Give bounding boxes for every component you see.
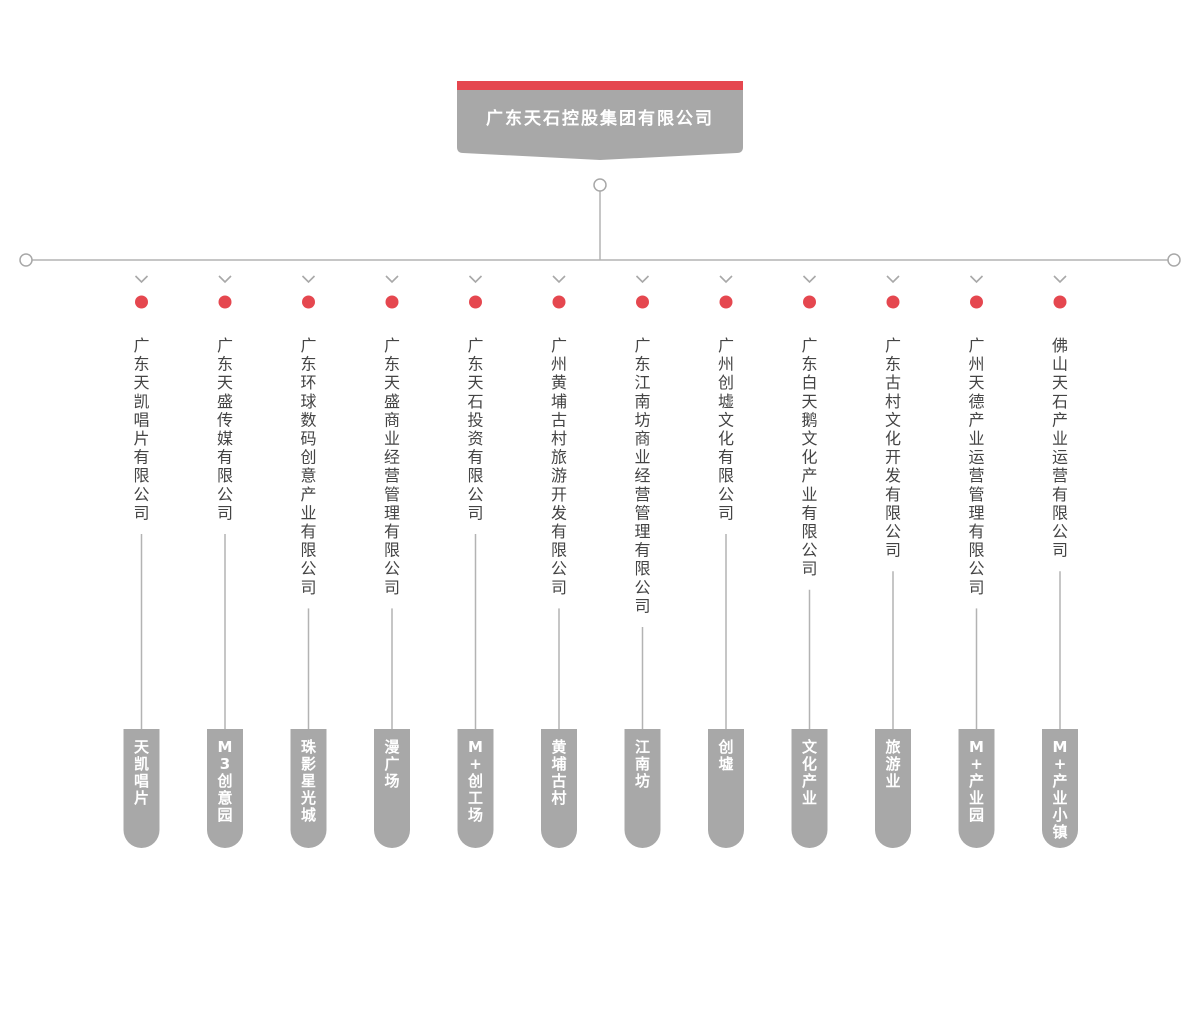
brand-pill xyxy=(541,729,577,848)
chevron-down-icon xyxy=(552,275,566,284)
brand-label: M +创工场 xyxy=(467,738,483,824)
root-title: 广东天石控股集团有限公司 xyxy=(486,108,714,129)
brand-pill xyxy=(875,729,911,848)
chevron-down-icon xyxy=(719,275,733,284)
company-name: 佛山天石产业运营有限公司 xyxy=(1052,336,1068,560)
brand-pill xyxy=(374,729,410,848)
brand-pill xyxy=(123,729,160,848)
subsidiary-column: 广东天石投资有限公司 M +创工场 xyxy=(457,275,494,848)
bullet-dot xyxy=(886,295,900,309)
chevron-down-icon xyxy=(969,275,984,284)
bullet-dot xyxy=(302,295,315,309)
chevron-down-icon xyxy=(218,275,232,284)
root-accent-bar xyxy=(457,81,743,90)
brand-label: 黄埔古村 xyxy=(551,738,566,807)
root-box-shape xyxy=(457,81,743,160)
chevron-down-icon xyxy=(802,275,817,284)
root-node: 广东天石控股集团有限公司 xyxy=(457,81,743,160)
company-name: 广州创墟文化有限公司 xyxy=(718,336,734,522)
bullet-dot xyxy=(135,295,148,309)
chevron-down-icon xyxy=(468,275,483,284)
root-connector-node xyxy=(593,178,607,192)
company-name: 广州天德产业运营管理有限公司 xyxy=(968,336,984,597)
brand-label: 珠影星光城 xyxy=(300,738,317,824)
subsidiary-column: 广东天盛传媒有限公司 M 3 创意园 xyxy=(207,275,243,848)
company-name: 广州黄埔古村旅游开发有限公司 xyxy=(551,336,567,597)
brand-pill xyxy=(290,729,327,848)
bullet-dot xyxy=(218,295,232,309)
bullet-dot xyxy=(385,295,399,309)
brand-pill xyxy=(207,729,243,848)
brand-pill xyxy=(1042,729,1078,848)
company-name: 广东天石投资有限公司 xyxy=(467,336,483,522)
bus-left-end-node xyxy=(19,253,33,267)
chevron-down-icon xyxy=(385,275,399,284)
company-name: 广东天盛传媒有限公司 xyxy=(217,336,233,522)
bullet-dot xyxy=(552,295,566,309)
brand-label: 天凯唱片 xyxy=(134,738,150,807)
brand-pill xyxy=(791,729,828,848)
bullet-dot xyxy=(1053,295,1067,309)
company-name: 广东环球数码创意产业有限公司 xyxy=(300,336,316,597)
brand-label: 漫广场 xyxy=(384,738,400,790)
chevron-down-icon xyxy=(134,275,149,284)
subsidiary-column: 佛山天石产业运营有限公司 M +产业小镇 xyxy=(1042,275,1078,848)
bullet-dot xyxy=(719,295,733,309)
brand-pill xyxy=(958,729,995,848)
chevron-down-icon xyxy=(886,275,900,284)
brand-pill xyxy=(624,729,661,848)
chevron-down-icon xyxy=(1053,275,1067,284)
company-name: 广东江南坊商业经营管理有限公司 xyxy=(634,336,650,615)
chevron-down-icon xyxy=(635,275,650,284)
brand-label: 创墟 xyxy=(717,738,733,773)
company-name: 广东白天鹅文化产业有限公司 xyxy=(801,336,817,578)
brand-label: 江南坊 xyxy=(635,738,650,790)
company-name: 广东天盛商业经营管理有限公司 xyxy=(384,336,400,597)
company-name: 广东古村文化开发有限公司 xyxy=(885,336,901,560)
chevron-down-icon xyxy=(301,275,316,284)
company-name: 广东天凯唱片有限公司 xyxy=(133,336,149,522)
brand-label: 旅游业 xyxy=(885,738,900,790)
bus-right-end-node xyxy=(1167,253,1181,267)
bullet-dot xyxy=(469,295,482,309)
brand-pill xyxy=(457,729,494,848)
brand-label: M +产业园 xyxy=(969,738,984,824)
bullet-dot xyxy=(803,295,816,309)
subsidiary-column: 广州天德产业运营管理有限公司 M +产业园 xyxy=(958,275,995,848)
brand-pill xyxy=(708,729,744,848)
brand-label: 文化产业 xyxy=(802,738,818,807)
brand-label: M 3 创意园 xyxy=(216,738,232,824)
brand-label: M +产业小镇 xyxy=(1052,738,1067,841)
bullet-dot xyxy=(970,295,983,309)
bullet-dot xyxy=(636,295,649,309)
